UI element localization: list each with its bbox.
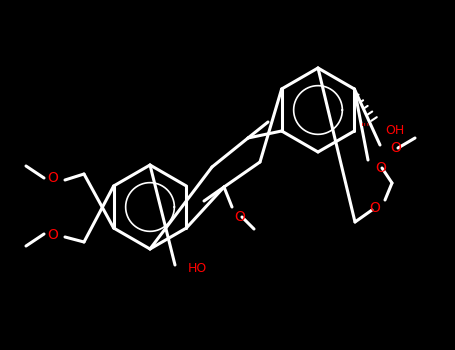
Text: O: O	[48, 228, 58, 242]
Text: O: O	[375, 161, 386, 175]
Text: O: O	[369, 201, 380, 215]
Text: O: O	[390, 141, 401, 155]
Text: OH: OH	[385, 124, 404, 136]
Text: O: O	[234, 210, 245, 224]
Text: O: O	[48, 171, 58, 185]
Text: ''': '''	[361, 122, 370, 132]
Text: HO: HO	[188, 261, 207, 274]
